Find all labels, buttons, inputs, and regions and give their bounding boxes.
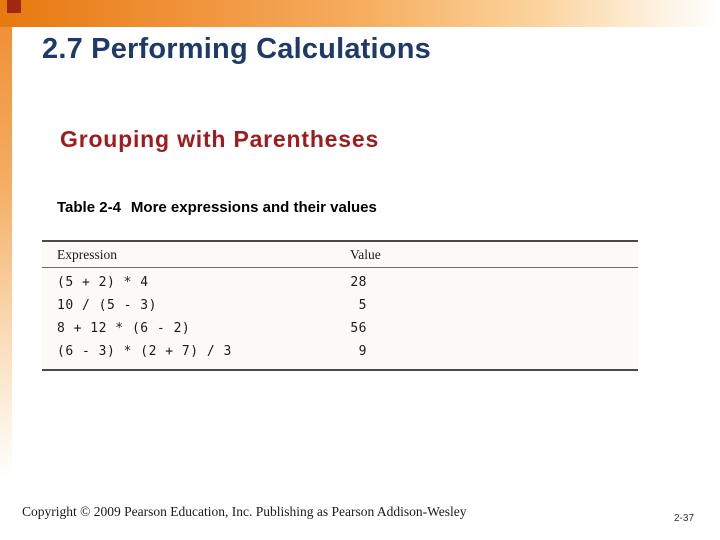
slide-subtitle: Grouping with Parentheses bbox=[60, 126, 380, 152]
value-cell: 56 bbox=[350, 321, 367, 336]
expression-cell: 10 / (5 - 3) bbox=[57, 298, 157, 313]
expressions-table: Expression Value (5 + 2) * 4 28 10 / (5 … bbox=[42, 242, 638, 369]
value-cell: 9 bbox=[358, 344, 367, 359]
corner-accent-square bbox=[7, 0, 21, 13]
expression-cell: 8 + 12 * (6 - 2) bbox=[57, 321, 191, 336]
table-header-expression: Expression bbox=[42, 242, 350, 268]
slide-title: 2.7 Performing Calculations bbox=[42, 33, 431, 65]
table-header-row: Expression Value bbox=[42, 242, 638, 268]
top-accent-bar bbox=[0, 0, 720, 27]
value-cell: 5 bbox=[358, 298, 367, 313]
expression-cell: (5 + 2) * 4 bbox=[57, 275, 149, 290]
table-row: (5 + 2) * 4 28 bbox=[42, 268, 638, 295]
table-caption-label: Table 2-4 bbox=[57, 199, 121, 216]
expression-cell: (6 - 3) * (2 + 7) / 3 bbox=[57, 344, 232, 359]
table-header-value: Value bbox=[350, 242, 638, 268]
table-row: (6 - 3) * (2 + 7) / 3 9 bbox=[42, 340, 638, 369]
table-caption: Table 2-4 More expressions and their valu… bbox=[57, 199, 377, 216]
page-number: 2-37 bbox=[673, 513, 694, 524]
expressions-table-figure: Expression Value (5 + 2) * 4 28 10 / (5 … bbox=[42, 240, 638, 371]
table-row: 10 / (5 - 3) 5 bbox=[42, 294, 638, 317]
copyright-footer: Copyright © 2009 Pearson Education, Inc.… bbox=[22, 504, 467, 519]
table-caption-text: More expressions and their values bbox=[130, 199, 377, 216]
value-cell: 28 bbox=[350, 275, 367, 290]
left-accent-bar bbox=[0, 27, 12, 540]
table-row: 8 + 12 * (6 - 2) 56 bbox=[42, 317, 638, 340]
